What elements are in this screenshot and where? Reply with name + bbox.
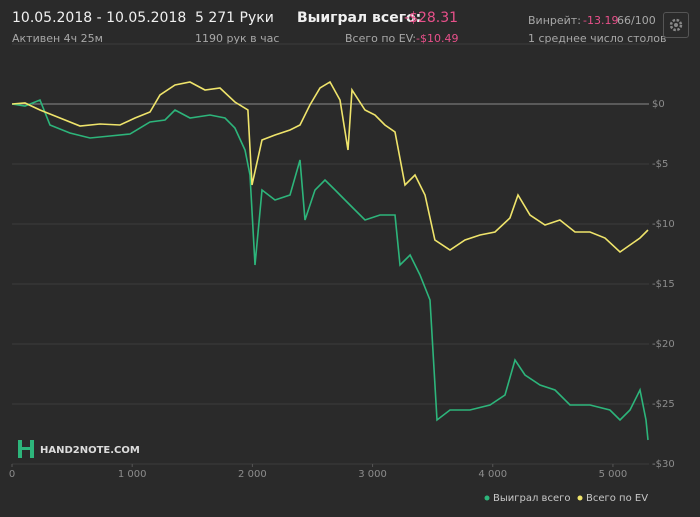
active-time: Активен 4ч 25м [12, 32, 103, 45]
legend-marker [484, 495, 490, 501]
legend-label: Выиграл всего [493, 493, 570, 504]
winrate-unit: 66/100 [617, 14, 656, 27]
logo-bar [18, 440, 22, 458]
series-line [11, 98, 649, 441]
tables: 1 среднее число столов [528, 32, 667, 45]
won-label: Выиграл всего: [297, 10, 422, 26]
series-line [11, 80, 649, 254]
legend-label: Всего по EV [586, 493, 648, 504]
winrate-value: -13.19 [583, 14, 619, 27]
x-tick-label: 0 [9, 469, 15, 480]
logo-bar [30, 440, 34, 458]
legend-marker [577, 495, 583, 501]
watermark: HAND2NOTE.COM [40, 445, 140, 456]
ev-value: -$10.49 [416, 32, 459, 45]
hands-per-hour: 1190 рук в час [195, 32, 280, 45]
x-tick-label: 1 000 [118, 469, 147, 480]
hands: 5 271 Руки [195, 10, 274, 26]
winrate-label: Винрейт: [528, 14, 581, 27]
settings-button[interactable] [663, 12, 689, 38]
gear-icon [669, 18, 683, 32]
x-tick-label: 5 000 [599, 469, 628, 480]
y-tick-label: -$30 [652, 459, 675, 470]
won-value: -$28.31 [404, 10, 459, 26]
ev-label: Всего по EV: [345, 32, 417, 45]
x-tick-label: 4 000 [478, 469, 507, 480]
x-tick-label: 2 000 [238, 469, 267, 480]
y-tick-label: -$5 [652, 159, 668, 170]
logo-bar [18, 447, 34, 450]
y-tick-label: -$10 [652, 219, 675, 230]
y-tick-label: -$20 [652, 339, 675, 350]
y-tick-label: -$25 [652, 399, 675, 410]
y-tick-label: $0 [652, 99, 665, 110]
date-range: 10.05.2018 - 10.05.2018 [12, 10, 187, 26]
y-tick-label: -$15 [652, 279, 675, 290]
x-tick-label: 3 000 [358, 469, 387, 480]
